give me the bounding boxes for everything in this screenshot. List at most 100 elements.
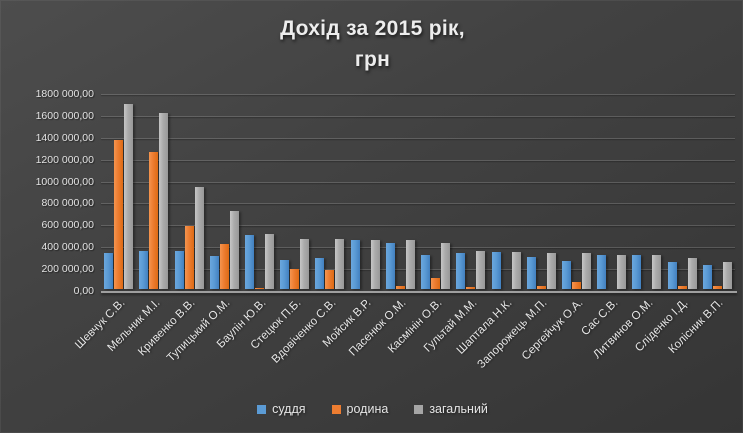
bar-родина (114, 140, 124, 289)
bar-загальний (405, 239, 415, 289)
bar-суддя (280, 260, 290, 289)
x-axis-line (101, 291, 737, 293)
legend-swatch-icon (414, 404, 424, 414)
bar-суддя (315, 258, 325, 289)
bar-суддя (174, 250, 184, 289)
bar-group (524, 252, 559, 289)
gridline (101, 181, 735, 183)
bar-суддя (244, 234, 254, 289)
bar-загальний (687, 258, 697, 289)
bar-group (559, 253, 594, 289)
bar-родина (184, 225, 194, 289)
bar-загальний (229, 211, 239, 289)
bar-родина (254, 287, 264, 289)
bar-загальний (652, 255, 662, 289)
bar-суддя (702, 264, 712, 289)
gridline (101, 225, 735, 227)
bar-загальний (441, 243, 451, 289)
bar-group (277, 239, 312, 289)
y-tick-label: 1400 000,00 (35, 131, 94, 144)
legend-label: загальний (429, 402, 488, 416)
y-tick-label: 0,00 (73, 285, 94, 297)
bar-загальний (300, 239, 310, 289)
y-tick-label: 200 000,00 (41, 263, 94, 276)
chart-title-line2: грн (354, 48, 391, 71)
y-tick-label: 1600 000,00 (35, 109, 94, 122)
bar-загальний (194, 187, 204, 289)
legend: суддя родина загальний (1, 402, 743, 416)
bar-group (418, 243, 453, 289)
chart-title-line1: Дохід за 2015 рік, (280, 17, 465, 40)
bar-group (453, 250, 488, 289)
bar-суддя (209, 256, 219, 289)
bar-суддя (139, 250, 149, 289)
bar-суддя (597, 255, 607, 289)
bar-group (136, 112, 171, 289)
bar-суддя (632, 255, 642, 289)
bar-загальний (722, 262, 732, 289)
y-tick-label: 400 000,00 (41, 241, 94, 254)
gridline (101, 115, 735, 117)
gridline (101, 203, 735, 205)
legend-item-суддя: суддя (257, 402, 306, 416)
bar-родина (219, 244, 229, 289)
bar-суддя (104, 252, 114, 289)
bar-родина (536, 285, 546, 289)
y-tick-label: 600 000,00 (41, 219, 94, 232)
gridline (101, 247, 735, 249)
bar-загальний (159, 112, 169, 289)
bar-group (312, 239, 347, 289)
bar-суддя (421, 254, 431, 289)
gridline (101, 159, 735, 161)
bar-суддя (385, 243, 395, 289)
bar-суддя (491, 251, 501, 289)
bar-суддя (526, 257, 536, 289)
bar-родина (571, 282, 581, 289)
bar-родина (395, 285, 405, 289)
bar-родина (290, 269, 300, 289)
bar-group (207, 211, 242, 289)
bar-родина (712, 286, 722, 289)
bar-родина (431, 278, 441, 289)
bar-group (665, 258, 700, 289)
bar-group (629, 255, 664, 289)
legend-swatch-icon (331, 404, 341, 414)
bar-загальний (511, 251, 521, 289)
bar-родина (325, 269, 335, 289)
y-tick-label: 1800 000,00 (35, 88, 94, 100)
bar-родина (149, 152, 159, 289)
legend-label: родина (346, 402, 389, 416)
bar-group (594, 254, 629, 289)
bar-загальний (476, 250, 486, 289)
bar-загальний (264, 233, 274, 289)
gridline (101, 269, 735, 271)
bar-group (348, 239, 383, 289)
bar-group (383, 239, 418, 289)
bar-суддя (350, 239, 360, 289)
gridline (101, 137, 735, 139)
bar-суддя (667, 261, 677, 289)
legend-item-загальний: загальний (414, 402, 488, 416)
bar-загальний (370, 239, 380, 289)
y-tick-label: 1000 000,00 (35, 175, 94, 188)
bar-group (101, 104, 136, 289)
bar-загальний (581, 253, 591, 289)
bar-загальний (335, 239, 345, 289)
legend-label: суддя (272, 402, 306, 416)
bar-суддя (456, 252, 466, 289)
bar-родина (677, 285, 687, 289)
legend-swatch-icon (257, 404, 267, 414)
bar-загальний (617, 254, 627, 289)
bar-загальний (124, 104, 134, 289)
bar-group (700, 262, 735, 289)
y-tick-label: 800 000,00 (41, 197, 94, 210)
gridline (101, 94, 735, 95)
bar-суддя (561, 260, 571, 289)
legend-item-родина: родина (331, 402, 389, 416)
bar-загальний (546, 252, 556, 289)
bar-родина (466, 286, 476, 289)
y-tick-label: 1200 000,00 (35, 153, 94, 166)
bar-group (488, 251, 523, 289)
